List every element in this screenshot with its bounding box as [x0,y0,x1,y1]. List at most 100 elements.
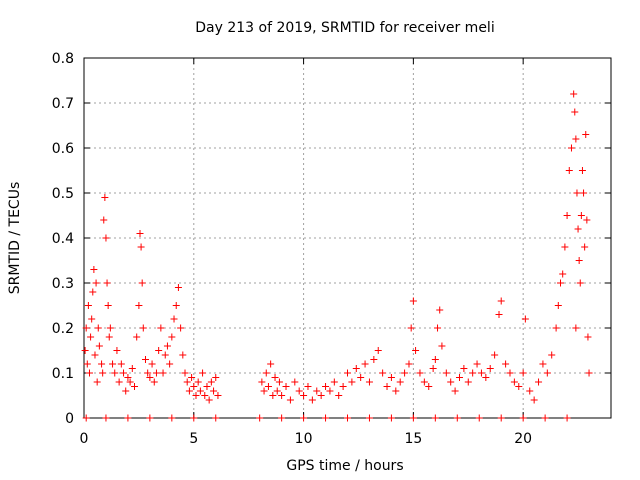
data-point [491,351,499,359]
data-point [190,383,198,390]
data-point [554,302,562,309]
data-point [565,167,573,174]
data-point [425,383,433,390]
data-point [530,396,538,404]
data-point [181,369,189,377]
data-point [199,369,207,377]
data-point [370,356,378,363]
data-point [168,333,176,341]
data-point [300,414,308,422]
data-point [409,414,417,422]
data-point [326,387,334,395]
data-point [405,360,413,368]
y-tick-label: 0.7 [52,96,74,112]
data-point [99,369,107,377]
data-point [574,225,582,233]
y-tick-label: 0.6 [52,141,74,157]
data-point [563,212,571,219]
y-axis-label: SRMTID / TECUs [7,182,23,295]
data-point [339,383,347,390]
data-point [94,324,102,332]
data-point [431,356,439,363]
data-point [379,369,387,377]
x-tick-label: 15 [404,431,422,447]
data-point [150,378,158,386]
data-point [196,387,204,395]
data-point [98,360,106,368]
data-point [495,311,503,318]
data-point [84,302,92,309]
data-point [539,360,547,368]
data-point [122,387,130,395]
data-point [93,378,101,386]
data-point [214,392,222,399]
y-tick-label: 0.8 [52,51,74,67]
data-point [497,297,505,305]
data-point [392,387,400,395]
data-point [572,324,580,332]
data-point [335,392,343,399]
data-point [185,387,193,395]
data-point [548,351,556,359]
data-point [571,108,579,116]
data-point [212,414,220,422]
data-point [291,378,299,386]
data-point [357,374,365,381]
data-point [275,378,283,386]
data-point [91,351,99,359]
data-point [552,324,560,332]
data-point [416,369,424,377]
y-tick-label: 0.1 [52,366,74,382]
data-point [313,387,321,395]
data-point [317,392,325,399]
data-point [365,414,373,422]
data-point [102,234,110,242]
data-point [300,392,308,399]
data-point [113,347,121,354]
data-point [580,189,588,197]
data-point [486,365,494,372]
data-point [117,360,125,368]
data-point [383,383,391,390]
data-point [88,315,96,323]
data-point [477,369,485,377]
data-point [578,167,586,174]
data-point [120,369,128,377]
data-point [267,360,275,368]
data-point [126,378,134,386]
data-point [438,342,446,350]
data-point [278,414,286,422]
data-point [396,378,404,386]
x-tick-label: 0 [80,431,89,447]
data-point [374,347,382,354]
data-point [387,374,395,381]
data-point [124,374,132,381]
y-axis: 0 0.1 0.2 0.3 0.4 0.5 0.6 0.7 0.8 [52,51,611,427]
data-point [194,378,202,386]
data-point [572,135,580,143]
plot-frame [83,57,612,419]
data-point [137,243,145,251]
data-point [157,324,165,332]
data-point [420,378,428,386]
data-point [159,369,167,377]
data-point [172,302,180,309]
data-point [322,383,330,390]
data-point [188,374,196,381]
data-point [431,414,439,422]
data-point [271,374,279,381]
data-point [576,279,584,287]
data-point [161,351,169,359]
data-point [352,365,360,372]
y-tick-label: 0 [65,411,74,427]
data-point [442,369,450,377]
data-point [473,360,481,368]
data-point [82,414,90,422]
data-point [106,324,114,332]
data-point [365,378,373,386]
data-point [344,369,351,377]
data-point [526,387,534,395]
data-point [103,279,111,287]
data-point [497,414,505,422]
data-point [177,324,185,332]
